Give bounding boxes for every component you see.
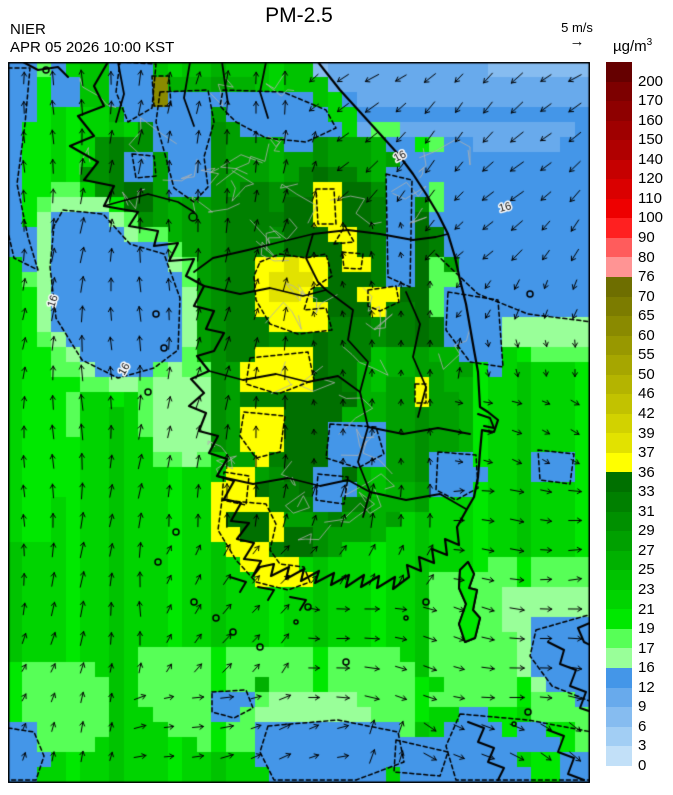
colorbar-tick-label: 65 (638, 307, 655, 325)
colorbar-cell (606, 746, 632, 766)
colorbar-tick-label: 6 (638, 717, 647, 735)
colorbar-tick-label: 27 (638, 541, 655, 559)
colorbar-tick-label: 17 (638, 639, 655, 657)
colorbar-cell (606, 140, 632, 160)
colorbar-tick-label: 21 (638, 600, 655, 618)
colorbar-tick-label: 0 (638, 757, 647, 774)
agency-label: NIER (10, 21, 46, 38)
colorbar-tick-label: 50 (638, 365, 655, 383)
color-scale (606, 62, 632, 766)
colorbar-tick-label: 90 (638, 229, 655, 246)
colorbar-cell (606, 707, 632, 727)
map-canvas (8, 62, 590, 783)
colorbar-cell (606, 159, 632, 180)
colorbar-tick-label: 42 (638, 405, 655, 422)
colorbar-tick-label: 19 (638, 620, 655, 638)
wind-scale-label: 5 m/s (561, 20, 593, 35)
colorbar-tick-label: 23 (638, 581, 655, 598)
colorbar-cell (606, 726, 632, 747)
colorbar-tick-label: 200 (638, 72, 664, 90)
colorbar-tick-label: 46 (638, 385, 655, 403)
colorbar-cell (606, 472, 632, 493)
colorbar-cell (606, 667, 632, 688)
page-title: PM-2.5 (265, 4, 333, 27)
colorbar-cell (606, 101, 632, 121)
colorbar-tick-label: 170 (638, 92, 664, 110)
colorbar-tick-label: 33 (638, 483, 655, 501)
colorbar-cell (606, 589, 632, 610)
colorbar-tick-label: 100 (638, 209, 664, 227)
units-superscript: 3 (646, 37, 653, 48)
colorbar-tick-label: 110 (638, 189, 662, 207)
colorbar-tick-label: 31 (638, 502, 655, 520)
colorbar-cell (606, 413, 632, 434)
colorbar-cell (606, 179, 632, 199)
colorbar-tick-label: 39 (638, 424, 655, 442)
colorbar-cell (606, 257, 632, 278)
forecast-datetime: APR 05 2026 10:00 KST (10, 39, 175, 56)
wind-reference-arrow-icon: → (569, 33, 585, 50)
colorbar-cell (606, 433, 632, 453)
colorbar-tick-label: 76 (638, 268, 655, 286)
colorbar-cell (606, 687, 632, 708)
colorbar-cell (606, 648, 632, 668)
colorbar-tick-label: 16 (638, 659, 655, 677)
colorbar-cell (606, 531, 632, 551)
colorbar-tick-label: 160 (638, 111, 664, 129)
colorbar-cell (606, 296, 632, 317)
units-text: µg/m (613, 38, 647, 55)
colorbar-cell (606, 62, 632, 82)
colorbar-cell (606, 374, 632, 395)
colorbar-cell (606, 511, 632, 532)
colorbar-tick-label: 36 (638, 463, 655, 481)
colorbar-tick-label: 120 (638, 170, 664, 188)
colorbar-tick-label: 9 (638, 698, 647, 716)
colorbar-tick-label: 12 (638, 678, 655, 696)
colorbar-cell (606, 628, 632, 649)
colorbar-cell (606, 394, 632, 414)
colorbar-cell (606, 237, 632, 258)
colorbar-tick-label: 29 (638, 522, 655, 540)
colorbar-cell (606, 609, 632, 629)
colorbar-tick-label: 25 (638, 561, 655, 579)
colorbar-cell (606, 198, 632, 219)
colorbar-cell (606, 81, 632, 102)
colorbar-tick-label: 150 (638, 131, 664, 149)
colorbar-cell (606, 316, 632, 336)
colorbar-tick-label: 55 (638, 346, 655, 364)
colorbar-cell (606, 570, 632, 590)
colorbar-cell (606, 550, 632, 571)
colorbar-cell (606, 492, 632, 512)
colorbar-tick-label: 37 (638, 444, 655, 462)
colorbar-cell (606, 335, 632, 356)
colorbar-cell (606, 277, 632, 297)
colorbar-tick-label: 60 (638, 326, 655, 344)
colorbar-cell (606, 120, 632, 141)
colorbar-tick-label: 140 (638, 150, 664, 168)
colorbar-tick-label: 3 (638, 737, 647, 755)
colorbar-tick-label: 80 (638, 248, 655, 266)
colorbar-units-label: µg/m3 (613, 37, 652, 55)
colorbar-cell (606, 218, 632, 238)
colorbar-cell (606, 355, 632, 375)
colorbar-cell (606, 452, 632, 473)
colorbar-tick-label: 70 (638, 287, 655, 305)
